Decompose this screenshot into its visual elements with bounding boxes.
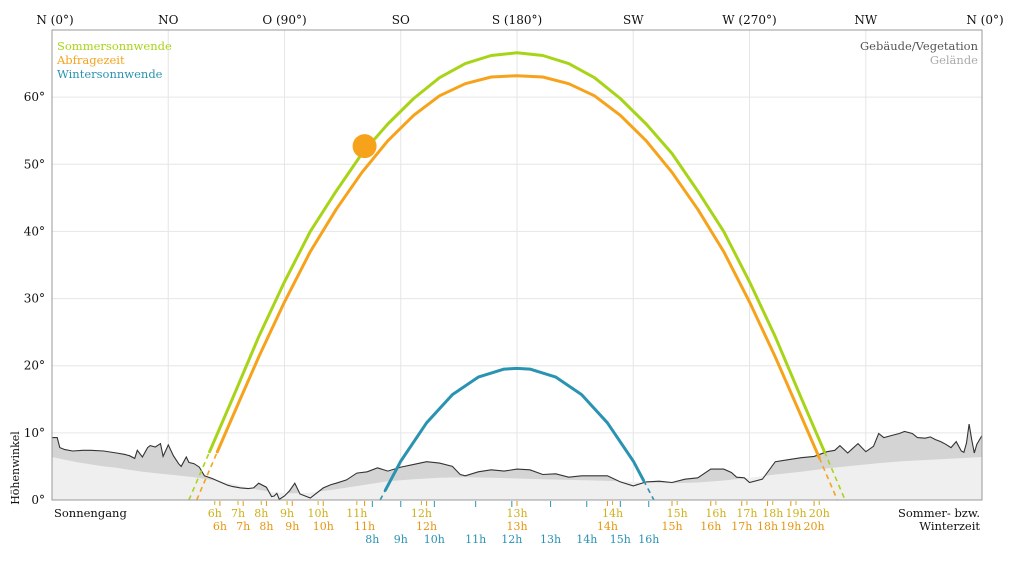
direction-label: N (0°): [36, 13, 73, 27]
y-tick-label: 40°: [24, 224, 45, 238]
hour-label: 16h: [700, 520, 721, 533]
hour-label: 16h: [638, 533, 659, 546]
y-tick-label: 0°: [31, 493, 45, 507]
hour-label: 10h: [424, 533, 445, 546]
buildings-line: [52, 424, 983, 501]
time-mode-label: Sommer- bzw.: [898, 506, 980, 520]
hour-label: 18h: [757, 520, 778, 533]
hour-label: 8h: [254, 507, 268, 520]
hour-label: 17h: [736, 507, 757, 520]
hour-label: 8h: [365, 533, 379, 546]
legend-entry: Abfragezeit: [56, 53, 125, 67]
abfragezeit-curve: [215, 74, 821, 460]
hour-label: 12h: [411, 507, 432, 520]
hour-label: 9h: [394, 533, 408, 546]
hour-label: 15h: [610, 533, 631, 546]
horizon: [52, 424, 983, 501]
sommersonnwende-dashed-end: [823, 451, 846, 501]
direction-label: S (180°): [492, 13, 542, 27]
grid: [52, 30, 982, 500]
direction-label: NW: [854, 13, 878, 27]
hour-label: 15h: [667, 507, 688, 520]
hour-label: 19h: [785, 507, 806, 520]
axis-ticks: [214, 501, 820, 507]
hour-label: 13h: [506, 520, 527, 533]
hour-label: 20h: [804, 520, 825, 533]
sonnengang-label: Sonnengang: [54, 506, 127, 520]
hour-label: 6h: [208, 507, 222, 520]
legend-entry: Sommersonnwende: [57, 39, 172, 53]
hour-label: 11h: [354, 520, 375, 533]
hour-label: 14h: [602, 507, 623, 520]
hour-label: 10h: [308, 507, 329, 520]
hour-label: 20h: [809, 507, 830, 520]
direction-label: NO: [158, 13, 179, 27]
sommersonnwende-dashed-start: [188, 451, 211, 501]
sun-curves: [188, 51, 846, 501]
horizon-legend-entry: Gebäude/Vegetation: [860, 39, 979, 53]
hour-label: 7h: [236, 520, 250, 533]
terrain-area: [52, 457, 982, 500]
direction-label: N (0°): [966, 13, 1003, 27]
hour-label: 16h: [705, 507, 726, 520]
hour-label: 13h: [540, 533, 561, 546]
hour-label: 19h: [780, 520, 801, 533]
hour-label: 9h: [280, 507, 294, 520]
sun-position-marker: [352, 134, 377, 159]
hour-label: 17h: [731, 520, 752, 533]
legend-entry: Wintersonnwende: [57, 67, 163, 81]
wintersonnwende-dashed-end: [642, 480, 655, 501]
hour-label: 8h: [259, 520, 273, 533]
direction-label: SW: [623, 13, 644, 27]
labels: N (0°) NO O (90°) SO S (180°) SW W (270°) NW N (…: [9, 13, 1004, 533]
hour-labels: 6h 7h 8h 9h 10h 11h 12h 13h 14h 15h 16h 17h 18h 19h 20…: [208, 507, 830, 546]
hour-label: 18h: [762, 507, 783, 520]
y-tick-label: 60°: [24, 90, 45, 104]
hour-label: 7h: [231, 507, 245, 520]
direction-label: O (90°): [262, 13, 306, 27]
wintersonnwende-dashed-start: [379, 489, 387, 501]
y-tick-label: 30°: [24, 292, 45, 306]
hour-label: 13h: [506, 507, 527, 520]
direction-label: SO: [392, 13, 410, 27]
direction-label: W (270°): [722, 13, 776, 27]
y-axis-title: Höhenwinkel: [9, 431, 22, 505]
hour-label: 11h: [465, 533, 486, 546]
wintersonnwende-curve: [383, 366, 646, 492]
horizon-legend-entry: Gelände: [930, 53, 978, 67]
y-tick-label: 20°: [24, 359, 45, 373]
y-tick-label: 50°: [24, 157, 45, 171]
time-mode-label: Winterzeit: [919, 519, 980, 533]
hour-label: 14h: [576, 533, 597, 546]
sommersonnwende-curve: [208, 51, 826, 454]
hour-label: 6h: [213, 520, 227, 533]
abfragezeit-dashed-end: [818, 457, 839, 501]
hour-label: 10h: [313, 520, 334, 533]
legend: SommersonnwendeAbfragezeitWintersonnwend…: [56, 39, 979, 81]
hour-label: 14h: [597, 520, 618, 533]
hour-label: 9h: [285, 520, 299, 533]
hour-label: 12h: [501, 533, 522, 546]
hour-label: 11h: [346, 507, 367, 520]
hour-label: 15h: [661, 520, 682, 533]
y-tick-label: 10°: [24, 426, 45, 440]
plot-frame: [51, 29, 983, 501]
hour-label: 12h: [416, 520, 437, 533]
